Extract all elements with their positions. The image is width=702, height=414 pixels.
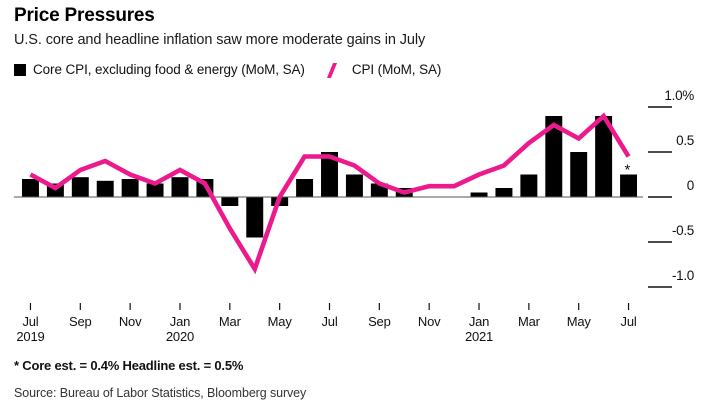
x-axis-month: Mar	[517, 314, 540, 329]
x-axis-label: Jan 2021	[455, 314, 503, 344]
x-axis-label: Jul	[306, 314, 354, 329]
bar	[296, 179, 314, 197]
x-axis-month: Jul	[620, 314, 637, 329]
x-axis-label: May	[256, 314, 304, 329]
bar-series-core-cpi	[21, 116, 638, 238]
legend-label-core-cpi: Core CPI, excluding food & energy (MoM, …	[33, 62, 305, 77]
x-axis-year: 2019	[16, 329, 45, 344]
bar-swatch-icon	[14, 63, 26, 76]
y-axis-label: -0.5	[671, 223, 694, 238]
x-axis-month: Mar	[218, 314, 241, 329]
bar	[545, 116, 563, 197]
x-axis-month: May	[267, 314, 292, 329]
x-axis-label: Mar	[505, 314, 553, 329]
x-axis-month: Sep	[368, 314, 391, 329]
bar	[146, 183, 164, 197]
bar	[171, 177, 189, 197]
x-axis-month: Jul	[22, 314, 39, 329]
x-axis-label: Jul 2019	[6, 314, 54, 344]
x-axis-month: Jul	[321, 314, 338, 329]
x-axis-label: Nov	[106, 314, 154, 329]
y-axis-label: 0	[686, 178, 695, 193]
x-axis-month: Nov	[417, 314, 441, 329]
bar	[495, 188, 513, 197]
line-series-cpi	[29, 112, 631, 275]
y-axis-label: 0.5	[676, 133, 694, 148]
chart-footnote: * Core est. = 0.4% Headline est. = 0.5%	[14, 358, 244, 373]
bar	[595, 116, 613, 197]
bar	[71, 177, 89, 197]
chart-legend: Core CPI, excluding food & energy (MoM, …	[14, 62, 441, 77]
plot-area: * 1.0% 0.5 0 -0.5 -1.0	[14, 88, 695, 310]
chart-subtitle: U.S. core and headline inflation saw mor…	[14, 32, 426, 48]
bar	[520, 174, 538, 197]
bar	[246, 197, 264, 238]
x-axis-label: May	[555, 314, 603, 329]
y-axis-label: -1.0	[671, 268, 694, 283]
x-axis-month: Sep	[69, 314, 92, 329]
estimate-asterisk: *	[625, 162, 631, 179]
legend-label-cpi: CPI (MoM, SA)	[351, 62, 442, 77]
x-axis-month: Jan	[468, 314, 490, 329]
x-axis-month: Nov	[118, 314, 142, 329]
x-axis-month: Jan	[169, 314, 191, 329]
y-axis-labels: 1.0% 0.5 0 -0.5 -1.0	[664, 88, 695, 283]
x-axis-year: 2020	[165, 329, 195, 344]
bar	[121, 179, 139, 197]
page-title: Price Pressures	[14, 5, 155, 26]
bar	[345, 174, 363, 197]
chart-canvas: *	[14, 106, 672, 310]
x-axis-label: Sep	[56, 314, 104, 329]
x-axis-label: Mar	[206, 314, 254, 329]
x-axis-month: May	[566, 314, 591, 329]
x-axis-label: Nov	[405, 314, 453, 329]
x-axis-label: Sep	[355, 314, 403, 329]
x-axis-tick-marks	[29, 303, 630, 310]
bar	[21, 179, 39, 197]
bar	[96, 180, 114, 197]
bar	[570, 152, 588, 197]
legend-item-cpi: CPI (MoM, SA)	[329, 62, 442, 77]
bar	[620, 174, 638, 197]
y-axis-label: 1.0%	[664, 88, 694, 103]
bar	[221, 197, 239, 206]
bar	[321, 152, 338, 197]
y-axis-tick-marks	[648, 106, 672, 288]
chart-source: Source: Bureau of Labor Statistics, Bloo…	[14, 386, 307, 400]
x-axis-label: Jan 2020	[156, 314, 204, 344]
bar	[470, 192, 488, 197]
x-axis-label: Jul	[605, 314, 653, 329]
legend-item-core-cpi: Core CPI, excluding food & energy (MoM, …	[14, 62, 305, 77]
x-axis-year: 2021	[464, 329, 494, 344]
